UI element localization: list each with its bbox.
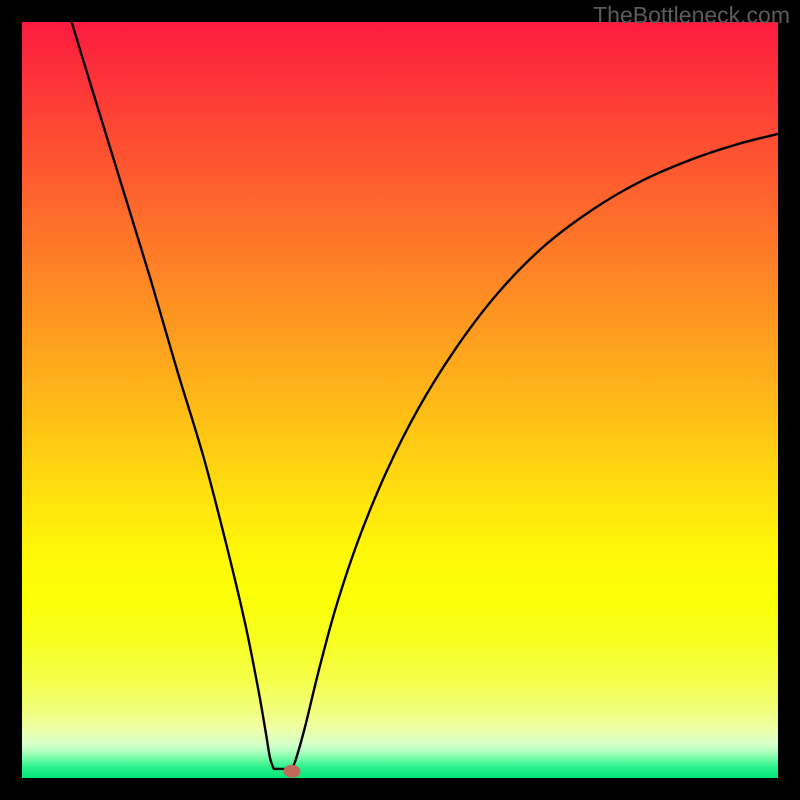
optimum-marker: [283, 765, 300, 778]
chart-svg: [0, 0, 800, 800]
chart-stage: TheBottleneck.com: [0, 0, 800, 800]
watermark-text: TheBottleneck.com: [593, 2, 790, 29]
plot-area: [22, 22, 778, 778]
